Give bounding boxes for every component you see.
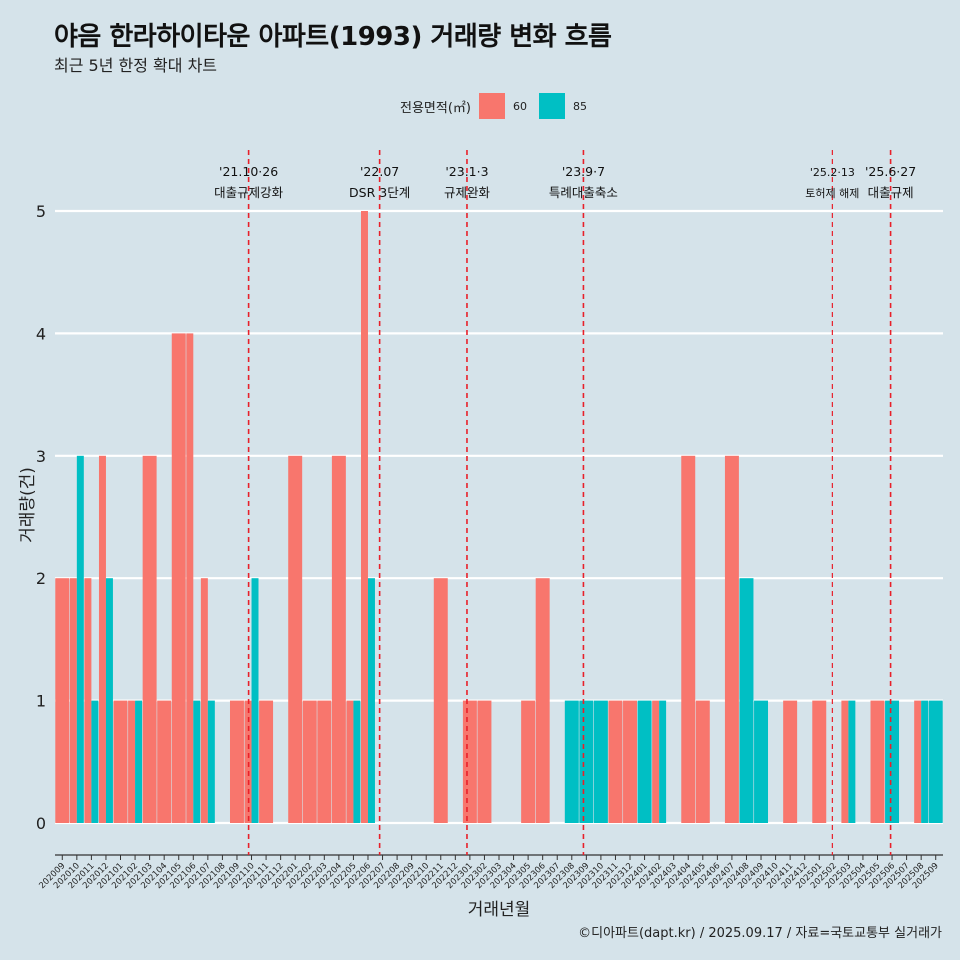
event-text-label: DSR 3단계 — [349, 185, 410, 200]
bar-60 — [157, 700, 172, 823]
y-tick-label: 5 — [36, 202, 46, 221]
y-tick-label: 3 — [36, 447, 46, 466]
bar-60 — [317, 700, 332, 823]
bar-60 — [433, 578, 448, 823]
bar-60 — [98, 455, 106, 823]
bar-85 — [135, 700, 143, 823]
bar-85 — [848, 700, 856, 823]
chart-title: 야음 한라하이타운 아파트(1993) 거래량 변화 흐름 — [54, 22, 612, 52]
event-text-label: 대출규제강화 — [214, 185, 284, 200]
bar-60 — [914, 700, 922, 823]
bar-60 — [55, 578, 70, 823]
bar-85 — [921, 700, 929, 823]
bar-60 — [331, 455, 346, 823]
bar-60 — [244, 700, 252, 823]
bar-60 — [128, 700, 136, 823]
bar-85 — [593, 700, 608, 823]
event-text-label: 특례대출축소 — [549, 185, 618, 200]
bar-85 — [207, 700, 215, 823]
bar-85 — [76, 455, 84, 823]
y-tick-label: 0 — [36, 814, 46, 833]
bar-60 — [69, 578, 77, 823]
bar-85 — [367, 578, 375, 823]
y-tick-label: 4 — [36, 324, 46, 343]
bar-60 — [870, 700, 885, 823]
bar-60 — [302, 700, 317, 823]
bar-60 — [113, 700, 128, 823]
bar-60 — [84, 578, 92, 823]
bar-85 — [251, 578, 259, 823]
bar-60 — [695, 700, 710, 823]
bar-60 — [142, 455, 157, 823]
event-date-label: '23.9·7 — [562, 164, 605, 179]
event-date-label: '25.6·27 — [865, 164, 916, 179]
bar-85 — [105, 578, 113, 823]
event-date-label: '23.1·3 — [445, 164, 488, 179]
bar-85 — [637, 700, 652, 823]
bar-85 — [659, 700, 667, 823]
bar-85 — [928, 700, 943, 823]
bar-85 — [579, 700, 594, 823]
y-axis-title: 거래량(건) — [18, 467, 38, 543]
bar-60 — [361, 211, 368, 823]
event-date-label: '22.07 — [360, 164, 399, 179]
bar-60 — [608, 700, 623, 823]
x-axis-title: 거래년월 — [468, 900, 531, 920]
bar-60 — [535, 578, 550, 823]
legend-key-60 — [478, 93, 505, 119]
event-text-label: 규제완화 — [444, 185, 491, 200]
legend-key-85 — [538, 93, 565, 119]
y-tick-label: 2 — [36, 569, 46, 588]
event-date-label: '21.10·26 — [219, 164, 278, 179]
bar-60 — [288, 455, 303, 823]
bar-85 — [193, 700, 201, 823]
bar-60 — [259, 700, 274, 823]
legend-title: 전용면적(㎡) — [400, 100, 471, 116]
event-text-label: 대출규제 — [868, 185, 914, 200]
bar-60 — [346, 700, 354, 823]
bar-85 — [564, 700, 579, 823]
bar-60 — [462, 700, 477, 823]
event-text-label: 토허제 해제 — [805, 186, 859, 200]
y-tick-label: 1 — [36, 692, 46, 711]
bar-60 — [681, 455, 696, 823]
bar-85 — [739, 578, 754, 823]
legend-label-60: 60 — [512, 99, 527, 113]
bar-60 — [477, 700, 492, 823]
legend: 전용면적(㎡) 60 85 — [400, 93, 599, 119]
bar-60 — [783, 700, 798, 823]
bar-60 — [229, 700, 244, 823]
bar-60 — [521, 700, 536, 823]
bar-60 — [186, 333, 194, 823]
bar-60 — [200, 578, 208, 823]
bar-60 — [623, 700, 637, 823]
bar-60 — [841, 700, 849, 823]
bar-85 — [754, 700, 769, 823]
bar-85 — [885, 700, 900, 823]
bar-60 — [724, 455, 739, 823]
legend-label-85: 85 — [572, 99, 587, 113]
source-caption: ©디아파트(dapt.kr) / 2025.09.17 / 자료=국토교통부 실… — [578, 926, 942, 941]
event-date-label: '25.2·13 — [810, 166, 855, 179]
bar-60 — [171, 333, 186, 823]
bar-60 — [652, 700, 660, 823]
bar-85 — [91, 700, 99, 823]
chart-subtitle: 최근 5년 한정 확대 차트 — [54, 56, 218, 75]
bar-60 — [812, 700, 827, 823]
bar-85 — [353, 700, 361, 823]
